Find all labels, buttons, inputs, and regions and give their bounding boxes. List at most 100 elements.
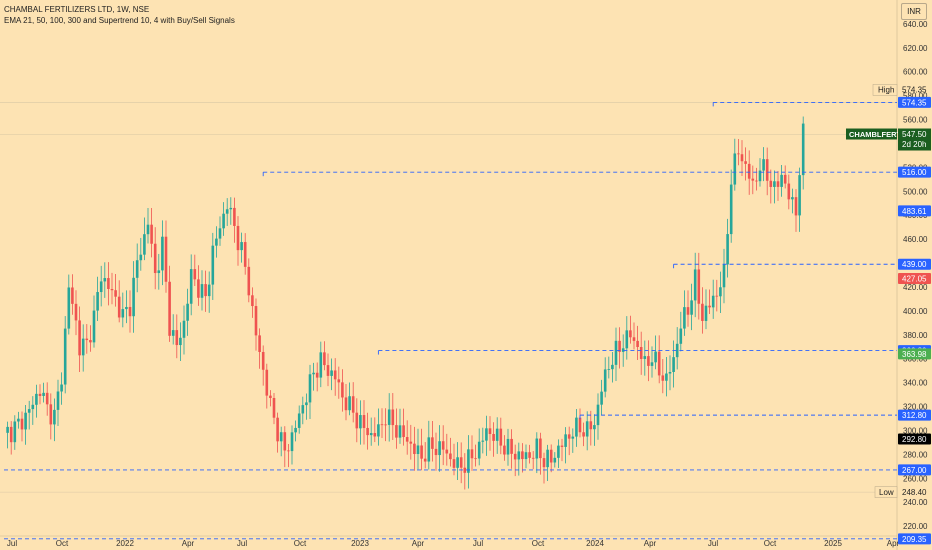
candle-body xyxy=(45,392,49,405)
x-tick-label: Jul xyxy=(473,539,483,548)
candle-body xyxy=(737,153,740,155)
symbol-title[interactable]: CHAMBAL FERTILIZERS LTD, 1W, NSE xyxy=(4,5,150,14)
candle-body xyxy=(697,269,701,304)
candle-body xyxy=(279,432,283,442)
candle-body xyxy=(114,290,117,297)
candle-body xyxy=(121,309,125,318)
candle-body xyxy=(89,340,92,343)
candle-body xyxy=(402,425,405,438)
candle-body xyxy=(632,337,636,341)
candle-body xyxy=(639,347,643,359)
candle-body xyxy=(38,393,42,396)
x-tick-label: Oct xyxy=(764,539,777,548)
candle-body xyxy=(366,427,369,436)
candle-body xyxy=(607,369,611,370)
candle-body xyxy=(369,433,373,436)
y-tick-label: 420.00 xyxy=(903,283,928,292)
candle-body xyxy=(49,404,53,425)
candle-body xyxy=(215,238,218,246)
candle-body xyxy=(722,264,726,288)
candle-body xyxy=(254,306,258,336)
candle-body xyxy=(589,421,593,430)
candle-body xyxy=(672,357,675,372)
price-tag-label: 292.80 xyxy=(902,435,927,444)
candle-body xyxy=(765,159,769,181)
candle-body xyxy=(467,449,470,473)
low-label: Low xyxy=(879,488,894,497)
candle-body xyxy=(600,391,603,405)
low-label-box xyxy=(874,486,898,498)
candle-body xyxy=(578,417,582,433)
candle-body xyxy=(60,384,63,392)
y-tick-label: 380.00 xyxy=(903,331,928,340)
candle-body xyxy=(107,278,110,290)
price-tag-label: 363.98 xyxy=(902,350,927,359)
candle-body xyxy=(287,450,290,452)
price-tag-label: 439.00 xyxy=(902,260,927,269)
candle-body xyxy=(312,372,315,375)
candle-body xyxy=(470,449,474,459)
high-label-box xyxy=(872,84,898,96)
candle-body xyxy=(330,370,333,376)
x-tick-label: Oct xyxy=(56,539,69,548)
candle-body xyxy=(186,303,189,321)
candle-body xyxy=(204,284,207,297)
candle-body xyxy=(787,183,791,200)
candle-body xyxy=(762,159,765,171)
price-tag-label: 483.61 xyxy=(902,207,927,216)
candle-body xyxy=(63,328,67,385)
candle-body xyxy=(225,209,229,214)
candle-body xyxy=(236,225,240,251)
candle-body xyxy=(301,405,305,414)
candle-body xyxy=(240,242,243,251)
candle-body xyxy=(654,351,657,363)
candle-body xyxy=(27,409,31,413)
candle-body xyxy=(384,424,387,426)
x-tick-label: Apr xyxy=(412,539,425,548)
indicator-title[interactable]: EMA 21, 50, 100, 300 and Supertrend 10, … xyxy=(4,16,235,25)
y-tick-label: 260.00 xyxy=(903,474,928,483)
candle-body xyxy=(693,269,697,301)
candle-body xyxy=(564,434,567,447)
candle-body xyxy=(657,351,661,376)
x-tick-label: 2023 xyxy=(351,539,369,548)
candle-body xyxy=(769,180,773,187)
candle-body xyxy=(488,428,492,434)
candle-body xyxy=(78,320,81,356)
candle-body xyxy=(125,306,128,310)
currency-button[interactable]: INR xyxy=(901,3,927,20)
x-tick-label: Jul xyxy=(7,539,17,548)
candle-body xyxy=(780,174,783,187)
candle-body xyxy=(348,396,351,411)
candle-body xyxy=(150,224,153,244)
candle-body xyxy=(297,413,301,428)
candle-body xyxy=(269,395,272,399)
y-tick-label: 600.00 xyxy=(903,68,928,77)
candle-body xyxy=(431,437,434,449)
candle-body xyxy=(193,269,197,280)
candle-body xyxy=(524,452,528,460)
candle-body xyxy=(143,234,146,255)
candle-body xyxy=(71,287,74,304)
candle-body xyxy=(452,459,456,468)
candle-body xyxy=(359,415,362,429)
candle-body xyxy=(243,242,247,267)
candle-body xyxy=(319,352,323,378)
candle-body xyxy=(683,307,686,329)
candle-body xyxy=(798,175,801,216)
y-tick-label: 500.00 xyxy=(903,187,928,196)
last-price-label: 547.50 xyxy=(902,130,927,139)
symbol-tag-label: CHAMBLFERT xyxy=(849,130,901,139)
candle-body xyxy=(333,370,337,380)
candle-body xyxy=(31,404,35,410)
candle-body xyxy=(711,295,715,308)
candle-body xyxy=(387,409,391,425)
candle-body xyxy=(686,307,690,315)
candle-body xyxy=(459,457,463,468)
candle-body xyxy=(171,330,175,336)
candle-body xyxy=(132,277,135,317)
candle-body xyxy=(521,451,524,460)
candle-body xyxy=(290,432,294,452)
candle-body xyxy=(35,393,38,405)
